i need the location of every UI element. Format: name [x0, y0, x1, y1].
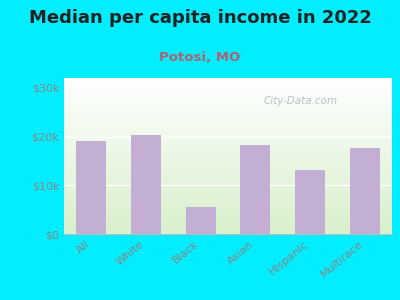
Bar: [76, 141, 106, 234]
Text: Median per capita income in 2022: Median per capita income in 2022: [28, 9, 372, 27]
Bar: [295, 170, 325, 234]
Bar: [350, 148, 380, 234]
Text: Potosi, MO: Potosi, MO: [159, 51, 241, 64]
Bar: [131, 135, 161, 234]
Text: City-Data.com: City-Data.com: [263, 96, 337, 106]
Bar: [240, 145, 270, 234]
Bar: [186, 207, 216, 234]
